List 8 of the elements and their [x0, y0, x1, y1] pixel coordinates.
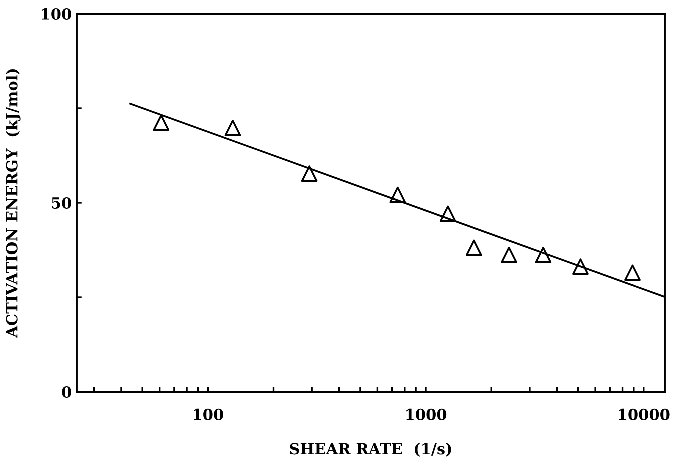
- y-tick-label: 100: [42, 8, 72, 20]
- y-axis-title: ACTIVATION ENERGY (kJ/mol): [6, 70, 21, 338]
- y-tick-label: 0: [62, 386, 72, 398]
- x-tick-label: 1000: [406, 408, 447, 420]
- x-tick-label: 100: [194, 408, 224, 420]
- y-tick-label: 50: [52, 197, 72, 210]
- x-axis-title: SHEAR RATE (1/s): [290, 442, 452, 457]
- x-tick-label: 10000: [619, 408, 670, 420]
